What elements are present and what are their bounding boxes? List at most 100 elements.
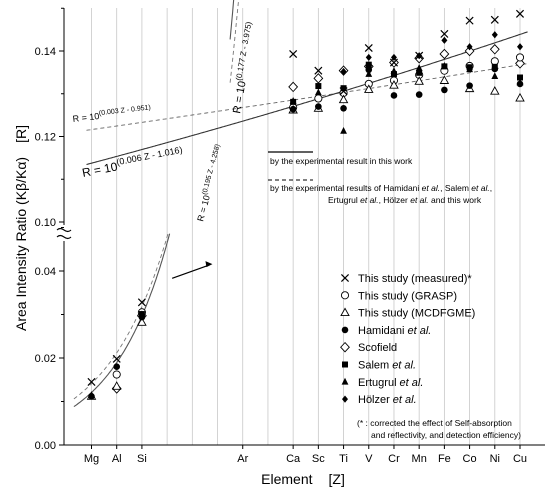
fit-line-0.006Z <box>86 31 528 166</box>
legend-marker-triangle-filled <box>341 377 349 385</box>
y-tick-label: 0.00 <box>35 440 56 452</box>
data-point <box>364 84 374 93</box>
legend-label: Salem et al. <box>358 360 416 372</box>
x-tick-label: Mn <box>412 453 427 465</box>
data-point <box>111 381 122 390</box>
fit-curve-lower <box>73 232 169 400</box>
legends: by the experimental result in this work b… <box>268 151 492 406</box>
data-point <box>414 76 424 85</box>
data-point <box>313 73 324 84</box>
legend-marker-diamond-filled <box>342 395 348 403</box>
data-point <box>365 53 372 62</box>
data-point <box>517 43 523 51</box>
legend-marker-square-filled <box>342 361 348 368</box>
legend-label: This study (MCDFGME) <box>358 308 475 320</box>
data-point <box>466 43 473 51</box>
data-point <box>490 86 500 95</box>
footnote-line-1: (* : corrected the effect of Self-absorp… <box>357 418 512 428</box>
data-point <box>338 94 349 104</box>
series-circle-filled <box>88 65 524 400</box>
line-legend-dashed-label-1: by the experimental results of Hamidani … <box>270 183 492 193</box>
data-point <box>315 103 322 110</box>
fit-equations: R = 10(0.003 Z - 0.951) R = 10(0.006 Z - … <box>72 21 253 223</box>
panel-link-arrowhead <box>205 261 213 268</box>
legend-label: Hamidani et al. <box>358 325 431 337</box>
x-tick-label: Fe <box>438 453 451 465</box>
series-triangle-filled <box>138 61 524 318</box>
x-tick-label: Cu <box>513 453 527 465</box>
data-point <box>112 370 121 379</box>
fit-line-0.003Z <box>86 63 528 131</box>
line-legend-solid-label: by the experimental result in this work <box>270 156 413 166</box>
data-point <box>491 65 499 73</box>
data-point <box>439 75 450 84</box>
data-point <box>340 104 347 112</box>
axes: 0.00 0.02 0.04 0.10 0.12 0.14 Mg Al Si Ar Ca Sc Ti V C… <box>35 7 545 465</box>
x-tick-label: Al <box>112 453 122 465</box>
x-tick-label: Cr <box>388 453 400 465</box>
x-tick-label: V <box>365 453 373 465</box>
data-point <box>464 45 475 57</box>
data-point <box>315 83 322 90</box>
data-point <box>441 36 448 44</box>
data-point <box>88 392 95 400</box>
x-tick-label: Mg <box>84 453 99 465</box>
data-points <box>86 9 525 400</box>
x-tick-label: Sc <box>312 453 325 465</box>
x-tick-label: Ni <box>490 453 500 465</box>
legend-marker-triangle-open <box>340 307 350 317</box>
series-triangle-open <box>86 75 525 400</box>
data-point <box>289 49 298 59</box>
data-point <box>491 72 499 80</box>
y-tick-label: 0.04 <box>35 266 56 278</box>
legend-marker-circle-filled <box>341 326 349 334</box>
data-point <box>340 85 347 92</box>
data-point <box>339 87 348 96</box>
x-tick-label: Ar <box>237 453 248 465</box>
data-point <box>490 57 499 66</box>
y-tick-label: 0.14 <box>35 46 56 58</box>
fit-equation-0.006Z: R = 10(0.006 Z - 1.016) <box>81 145 185 180</box>
data-point <box>112 354 121 363</box>
data-point <box>415 64 423 71</box>
data-point <box>389 80 399 89</box>
data-point <box>87 377 96 386</box>
data-point <box>314 94 323 103</box>
y-tick-label: 0.02 <box>35 353 56 365</box>
data-point <box>113 363 121 371</box>
data-point <box>515 92 525 102</box>
data-point <box>314 66 323 75</box>
data-point <box>466 65 473 73</box>
line-legend-dashed-label-2: Ertugrul et al., Hölzer et al. and this … <box>328 195 482 205</box>
x-tick-label: Ca <box>286 453 301 465</box>
data-point <box>491 31 498 39</box>
axis-break-mark <box>56 227 72 240</box>
y-tick-label: 0.12 <box>35 132 56 144</box>
y-tick-label: 0.10 <box>35 217 56 229</box>
data-point <box>516 78 524 86</box>
data-point <box>416 69 423 76</box>
fit-curve-upper <box>229 0 240 83</box>
data-point <box>364 43 373 53</box>
fit-equation-0.003Z: R = 10(0.003 Z - 0.951) <box>72 104 152 124</box>
data-point <box>390 67 398 74</box>
x-tick-label: Si <box>137 453 147 465</box>
footnote-line-2: and reflectivity, and detection efficien… <box>371 430 521 440</box>
data-point <box>390 71 397 78</box>
data-point <box>389 58 398 67</box>
data-point <box>365 61 372 68</box>
data-point <box>489 44 500 55</box>
data-point <box>515 9 525 18</box>
data-point <box>314 88 322 96</box>
data-point <box>390 92 398 99</box>
data-point <box>137 317 147 326</box>
data-point <box>340 126 347 134</box>
legend-marker-circle-open <box>340 291 350 300</box>
data-point <box>415 51 424 60</box>
legend-label: Hölzer et al. <box>358 394 417 406</box>
data-point <box>137 298 146 307</box>
data-point <box>440 61 448 69</box>
data-point <box>365 70 373 77</box>
data-point <box>289 105 297 113</box>
